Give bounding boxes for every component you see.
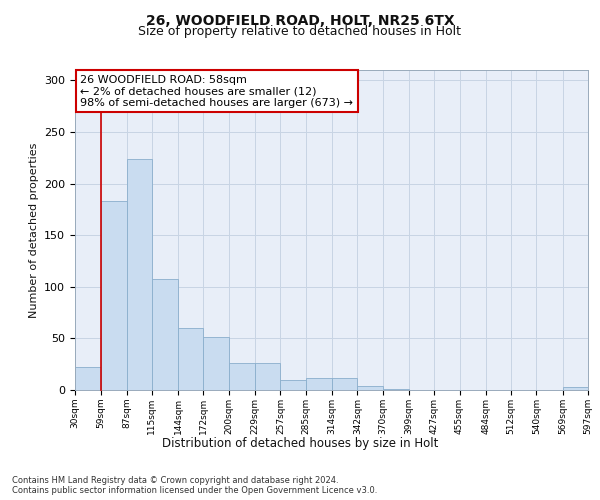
- Bar: [357, 386, 383, 390]
- Bar: [152, 278, 178, 390]
- Text: 26, WOODFIELD ROAD, HOLT, NR25 6TX: 26, WOODFIELD ROAD, HOLT, NR25 6TX: [146, 14, 454, 28]
- Text: Distribution of detached houses by size in Holt: Distribution of detached houses by size …: [162, 438, 438, 450]
- Y-axis label: Number of detached properties: Number of detached properties: [29, 142, 38, 318]
- Bar: [306, 378, 332, 390]
- Text: 26 WOODFIELD ROAD: 58sqm
← 2% of detached houses are smaller (12)
98% of semi-de: 26 WOODFIELD ROAD: 58sqm ← 2% of detache…: [80, 75, 353, 108]
- Bar: [203, 338, 229, 390]
- Bar: [101, 201, 127, 390]
- Text: Contains public sector information licensed under the Open Government Licence v3: Contains public sector information licen…: [12, 486, 377, 495]
- Text: Size of property relative to detached houses in Holt: Size of property relative to detached ho…: [139, 25, 461, 38]
- Bar: [563, 387, 588, 390]
- Text: Contains HM Land Registry data © Crown copyright and database right 2024.: Contains HM Land Registry data © Crown c…: [12, 476, 338, 485]
- Bar: [229, 363, 255, 390]
- Bar: [127, 159, 152, 390]
- Bar: [332, 378, 357, 390]
- Bar: [75, 368, 101, 390]
- Bar: [255, 363, 280, 390]
- Bar: [280, 380, 306, 390]
- Bar: [178, 328, 203, 390]
- Bar: [383, 389, 409, 390]
